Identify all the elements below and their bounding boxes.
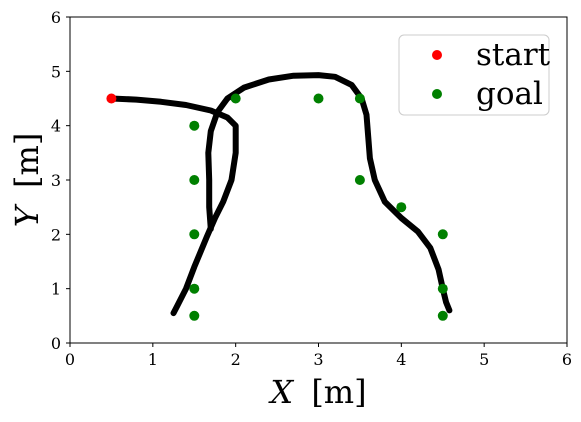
legend: start goal: [398, 34, 551, 116]
goal-point-7: [313, 93, 324, 104]
goal-point-10: [396, 202, 407, 213]
y-tick-label: 2: [51, 225, 61, 244]
y-axis-label: Y [m]: [8, 133, 46, 228]
x-axis-variable: X: [267, 373, 294, 411]
goal-point-6: [230, 93, 241, 104]
goal-point-9: [354, 175, 365, 185]
y-tick-label: 4: [51, 117, 61, 136]
x-tick-label: 3: [313, 350, 323, 369]
goal-point-1: [189, 120, 200, 131]
goal-point-12: [437, 283, 448, 294]
goal-point-4: [189, 283, 200, 294]
x-tick-label: 6: [562, 350, 572, 369]
x-tick-label: 0: [65, 350, 75, 369]
goal-point-3: [189, 229, 200, 240]
trajectory-line-2: [205, 72, 453, 314]
y-tick-label: 1: [51, 280, 61, 299]
y-tick-label: 0: [51, 334, 61, 353]
goal-point-8: [354, 93, 365, 104]
x-tick-label: 2: [231, 350, 241, 369]
y-tick-label: 6: [51, 8, 61, 27]
goal-point-11: [437, 229, 448, 240]
points-layer: [106, 93, 448, 321]
goal-point-2: [189, 175, 200, 185]
x-axis-unit: [m]: [311, 373, 366, 411]
start-point-1: [106, 93, 117, 104]
ticks-layer: 0 1 2 3 4 5 6 0 1 2 3 4 5 6: [51, 8, 572, 369]
legend-goal-label: goal: [476, 76, 543, 112]
legend-start-marker: [432, 50, 442, 60]
legend-goal-marker: [432, 89, 442, 99]
legend-start-label: start: [476, 37, 551, 73]
y-tick-label: 3: [51, 171, 61, 190]
trajectory-layer: [108, 72, 453, 317]
y-tick-label: 5: [51, 62, 61, 81]
x-axis-label: X [m]: [267, 373, 366, 411]
goal-point-13: [437, 310, 448, 321]
goal-point-5: [189, 310, 200, 321]
trajectory-line-1: [108, 95, 239, 317]
y-axis-variable: Y: [8, 203, 46, 227]
x-tick-label: 1: [148, 350, 158, 369]
x-tick-label: 5: [479, 350, 489, 369]
y-axis-unit: [m]: [8, 133, 46, 188]
x-tick-label: 4: [396, 350, 406, 369]
